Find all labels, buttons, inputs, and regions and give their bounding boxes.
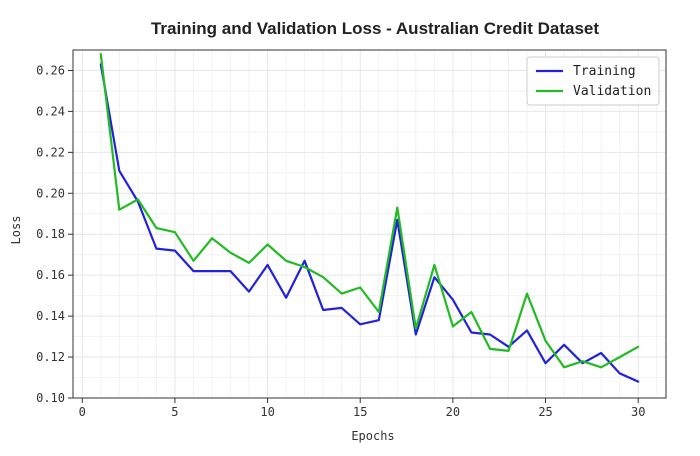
y-tick-label: 0.14 bbox=[36, 309, 65, 323]
y-tick-label: 0.12 bbox=[36, 350, 65, 364]
x-tick-label: 20 bbox=[446, 405, 460, 419]
x-tick-label: 30 bbox=[631, 405, 645, 419]
axis-ticks: 0 5 10 15 20 25 30 0.10 0.12 0.14 0.16 0.18 0.20 0.22… bbox=[36, 63, 645, 419]
chart-title: Training and Validation Loss - Australia… bbox=[151, 19, 599, 38]
series-line-training bbox=[99, 63, 640, 383]
legend-label-validation: Validation bbox=[573, 84, 651, 99]
y-tick-label: 0.20 bbox=[36, 186, 65, 200]
x-tick-label: 0 bbox=[79, 405, 86, 419]
series-lines bbox=[99, 52, 640, 383]
y-tick-label: 0.10 bbox=[36, 391, 65, 405]
y-tick-label: 0.24 bbox=[36, 104, 65, 118]
legend: Training Validation bbox=[526, 56, 660, 106]
grid bbox=[73, 49, 666, 399]
plot-frame bbox=[72, 49, 667, 399]
y-axis-label: Loss bbox=[9, 216, 23, 245]
x-tick-label: 5 bbox=[171, 405, 178, 419]
y-tick-label: 0.16 bbox=[36, 268, 65, 282]
x-tick-label: 10 bbox=[260, 405, 274, 419]
y-tick-label: 0.26 bbox=[36, 63, 65, 77]
x-axis-label: Epochs bbox=[351, 429, 394, 443]
series-line-validation bbox=[99, 52, 640, 369]
legend-label-training: Training bbox=[573, 64, 636, 79]
x-tick-label: 15 bbox=[353, 405, 367, 419]
x-tick-label: 25 bbox=[538, 405, 552, 419]
legend-box bbox=[526, 56, 660, 106]
y-tick-label: 0.18 bbox=[36, 227, 65, 241]
y-tick-label: 0.22 bbox=[36, 145, 65, 159]
